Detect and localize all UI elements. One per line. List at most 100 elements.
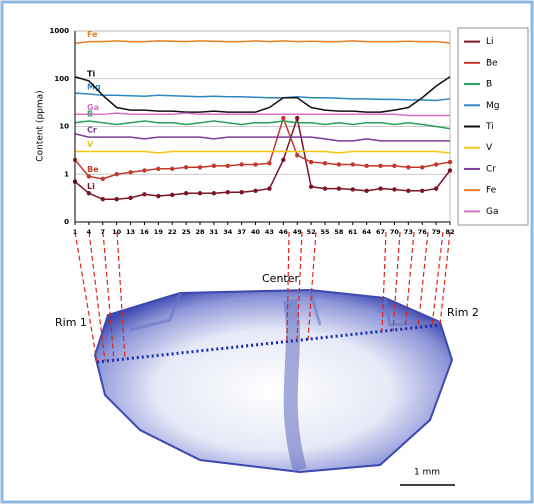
point [156,193,161,199]
series-line [74,115,451,200]
point [225,163,230,169]
rim1-label: Rim 1 [55,316,87,329]
legend-label: Mg [486,101,499,111]
point [267,161,272,166]
series-line [75,150,451,154]
x-tick-label: 13 [126,228,135,236]
gem-band [283,298,307,472]
point [267,186,272,191]
x-tick-label: 43 [265,228,274,236]
point [392,187,397,192]
point [322,186,328,191]
point [364,188,369,194]
guide-lines [74,231,451,363]
legend-label: Fe [486,186,497,196]
legend-label: Li [486,37,494,47]
point [128,195,133,201]
point [420,165,425,170]
series-label: Fe [87,30,98,39]
x-tick-label: 25 [182,228,192,236]
x-tick-label: 10 [112,228,122,236]
series-line [74,76,451,113]
x-tick-label: 7 [101,228,106,236]
series-line [74,40,451,45]
series-label: Cr [87,126,97,135]
point [86,191,92,196]
x-tick-label: 49 [293,228,303,236]
x-tick-label: 73 [404,228,413,236]
gem-facets [129,289,441,332]
x-tick-label: 64 [362,228,372,236]
x-tick-label: 22 [168,228,177,236]
y-tick-label: 1 [64,170,69,178]
point [142,168,147,173]
y-tick-label: 10 [59,123,69,131]
series-line [74,92,451,102]
point [142,192,147,197]
point [308,159,314,165]
point [211,163,217,169]
point [100,176,105,182]
point [447,159,453,165]
series-line [74,115,451,180]
x-tick-label: 76 [418,228,428,236]
x-tick-label: 58 [334,228,344,236]
point [239,190,244,195]
point [197,191,203,196]
legend-label: B [486,80,492,90]
x-tick-label: 4 [87,228,92,236]
y-tick-label: 0 [64,218,69,226]
x-tick-label: 82 [445,228,454,236]
x-tick-label: 55 [320,228,330,236]
point [336,162,342,167]
point [433,162,439,167]
y-tick-label: 1000 [50,27,70,35]
point [211,191,217,196]
x-tick-label: 52 [307,228,316,236]
point [128,170,133,175]
x-tick-label: 16 [140,228,150,236]
legend-label: V [486,143,493,153]
point [281,157,286,163]
series-label: Li [87,182,95,191]
point [239,162,244,167]
point [295,115,300,121]
point [364,163,369,169]
point [406,188,411,194]
point [114,197,119,202]
point [197,165,203,170]
series-line [75,112,450,117]
x-tick-label: 37 [237,228,246,236]
x-tick-label: 34 [223,228,233,236]
x-tick-label: 46 [279,228,289,236]
point [156,166,161,172]
x-tick-label: 31 [209,228,219,236]
x-tick-label: 40 [251,228,261,236]
point [420,188,425,194]
x-tick-label: 79 [432,228,442,236]
point [336,186,342,191]
scale-label: 1 mm [414,468,440,478]
point [183,165,189,170]
gem-photo: Center Rim 1 Rim 2 1 mm [55,231,479,486]
point [433,186,439,191]
rim2-label: Rim 2 [447,306,479,319]
point [447,168,453,173]
point [183,191,189,196]
point [170,166,175,172]
legend-label: Ti [485,122,494,132]
series-label: V [87,140,94,149]
point [295,153,300,158]
y-tick-label: 100 [54,75,69,83]
x-tick-label: 19 [154,228,164,236]
point [308,184,314,189]
legend-label: Cr [486,164,496,174]
legend-label: Be [486,58,498,68]
point [350,162,355,167]
point [170,192,175,198]
legend-label: Ga [486,207,499,217]
point [100,197,105,202]
